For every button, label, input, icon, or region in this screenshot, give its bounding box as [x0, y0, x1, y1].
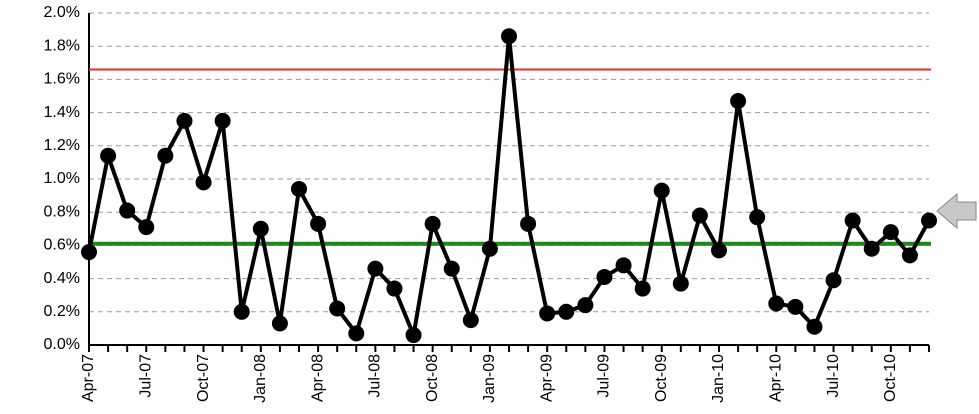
- data-point: [596, 268, 613, 285]
- y-tick-label: 0.2%: [44, 303, 80, 320]
- data-point: [176, 112, 193, 129]
- y-tick-label: 1.8%: [44, 37, 80, 54]
- x-tick-label: Oct-08: [424, 354, 441, 402]
- data-point: [271, 315, 288, 332]
- data-point: [100, 147, 117, 164]
- x-tick-label: Apr-09: [538, 354, 555, 402]
- data-point: [921, 212, 937, 229]
- x-tick-label: Oct-10: [882, 354, 899, 402]
- data-point: [806, 318, 823, 335]
- y-tick-label: 1.2%: [44, 137, 80, 154]
- data-point: [195, 174, 212, 191]
- data-point: [901, 247, 918, 264]
- y-tick-label: 0.6%: [44, 237, 80, 254]
- x-tick-label: Jul-10: [825, 354, 842, 398]
- x-tick-label: Apr-10: [767, 354, 784, 402]
- data-point: [329, 300, 346, 317]
- data-point: [768, 295, 785, 312]
- data-point: [233, 303, 250, 320]
- data-point: [672, 275, 689, 292]
- data-point: [539, 305, 556, 322]
- x-tick-label: Jan-09: [481, 354, 498, 403]
- data-point: [386, 280, 403, 297]
- data-point: [443, 260, 460, 277]
- y-tick-label: 0.0%: [44, 336, 80, 353]
- data-point: [634, 280, 651, 297]
- data-point: [214, 112, 231, 129]
- data-point: [730, 92, 747, 109]
- data-point: [367, 260, 384, 277]
- x-tick-label: Jan-10: [710, 354, 727, 403]
- arrow-icon: [936, 192, 977, 230]
- data-point: [291, 180, 307, 197]
- x-tick-label: Apr-08: [309, 354, 326, 402]
- data-point: [749, 209, 766, 226]
- data-point: [462, 312, 479, 329]
- data-point: [691, 207, 708, 224]
- data-point: [252, 220, 269, 237]
- data-point: [138, 219, 155, 236]
- data-point: [882, 224, 899, 241]
- x-tick-label: Jul-07: [137, 354, 154, 398]
- data-point: [81, 244, 97, 261]
- x-tick-label: Oct-09: [653, 354, 670, 402]
- x-tick-label: Oct-07: [195, 354, 212, 402]
- data-point: [501, 28, 517, 45]
- x-tick-label: Jul-08: [367, 354, 384, 398]
- y-tick-label: 1.6%: [44, 71, 80, 88]
- y-tick-label: 1.0%: [44, 170, 80, 187]
- data-line: [87, 34, 931, 338]
- data-point: [787, 298, 804, 315]
- y-tick-label: 2.0%: [44, 4, 80, 21]
- data-point: [520, 215, 537, 232]
- x-tick-label: Jan-08: [252, 354, 269, 403]
- data-point: [577, 297, 594, 314]
- data-point: [558, 303, 575, 320]
- data-point: [481, 240, 498, 257]
- data-point: [119, 202, 136, 219]
- data-point: [863, 240, 880, 257]
- y-tick-label: 0.8%: [44, 203, 80, 220]
- data-point: [653, 182, 670, 199]
- y-tick-label: 1.4%: [44, 104, 80, 121]
- data-point: [310, 215, 327, 232]
- data-point: [424, 215, 441, 232]
- data-point: [348, 325, 365, 342]
- y-tick-label: 0.4%: [44, 270, 80, 287]
- data-point: [825, 272, 842, 289]
- data-point: [844, 212, 861, 229]
- data-point: [615, 257, 632, 274]
- data-point: [405, 327, 422, 344]
- x-tick-label: Apr-07: [80, 354, 97, 402]
- data-point: [157, 147, 174, 164]
- x-tick-label: Jul-09: [596, 354, 613, 398]
- data-point: [711, 242, 727, 259]
